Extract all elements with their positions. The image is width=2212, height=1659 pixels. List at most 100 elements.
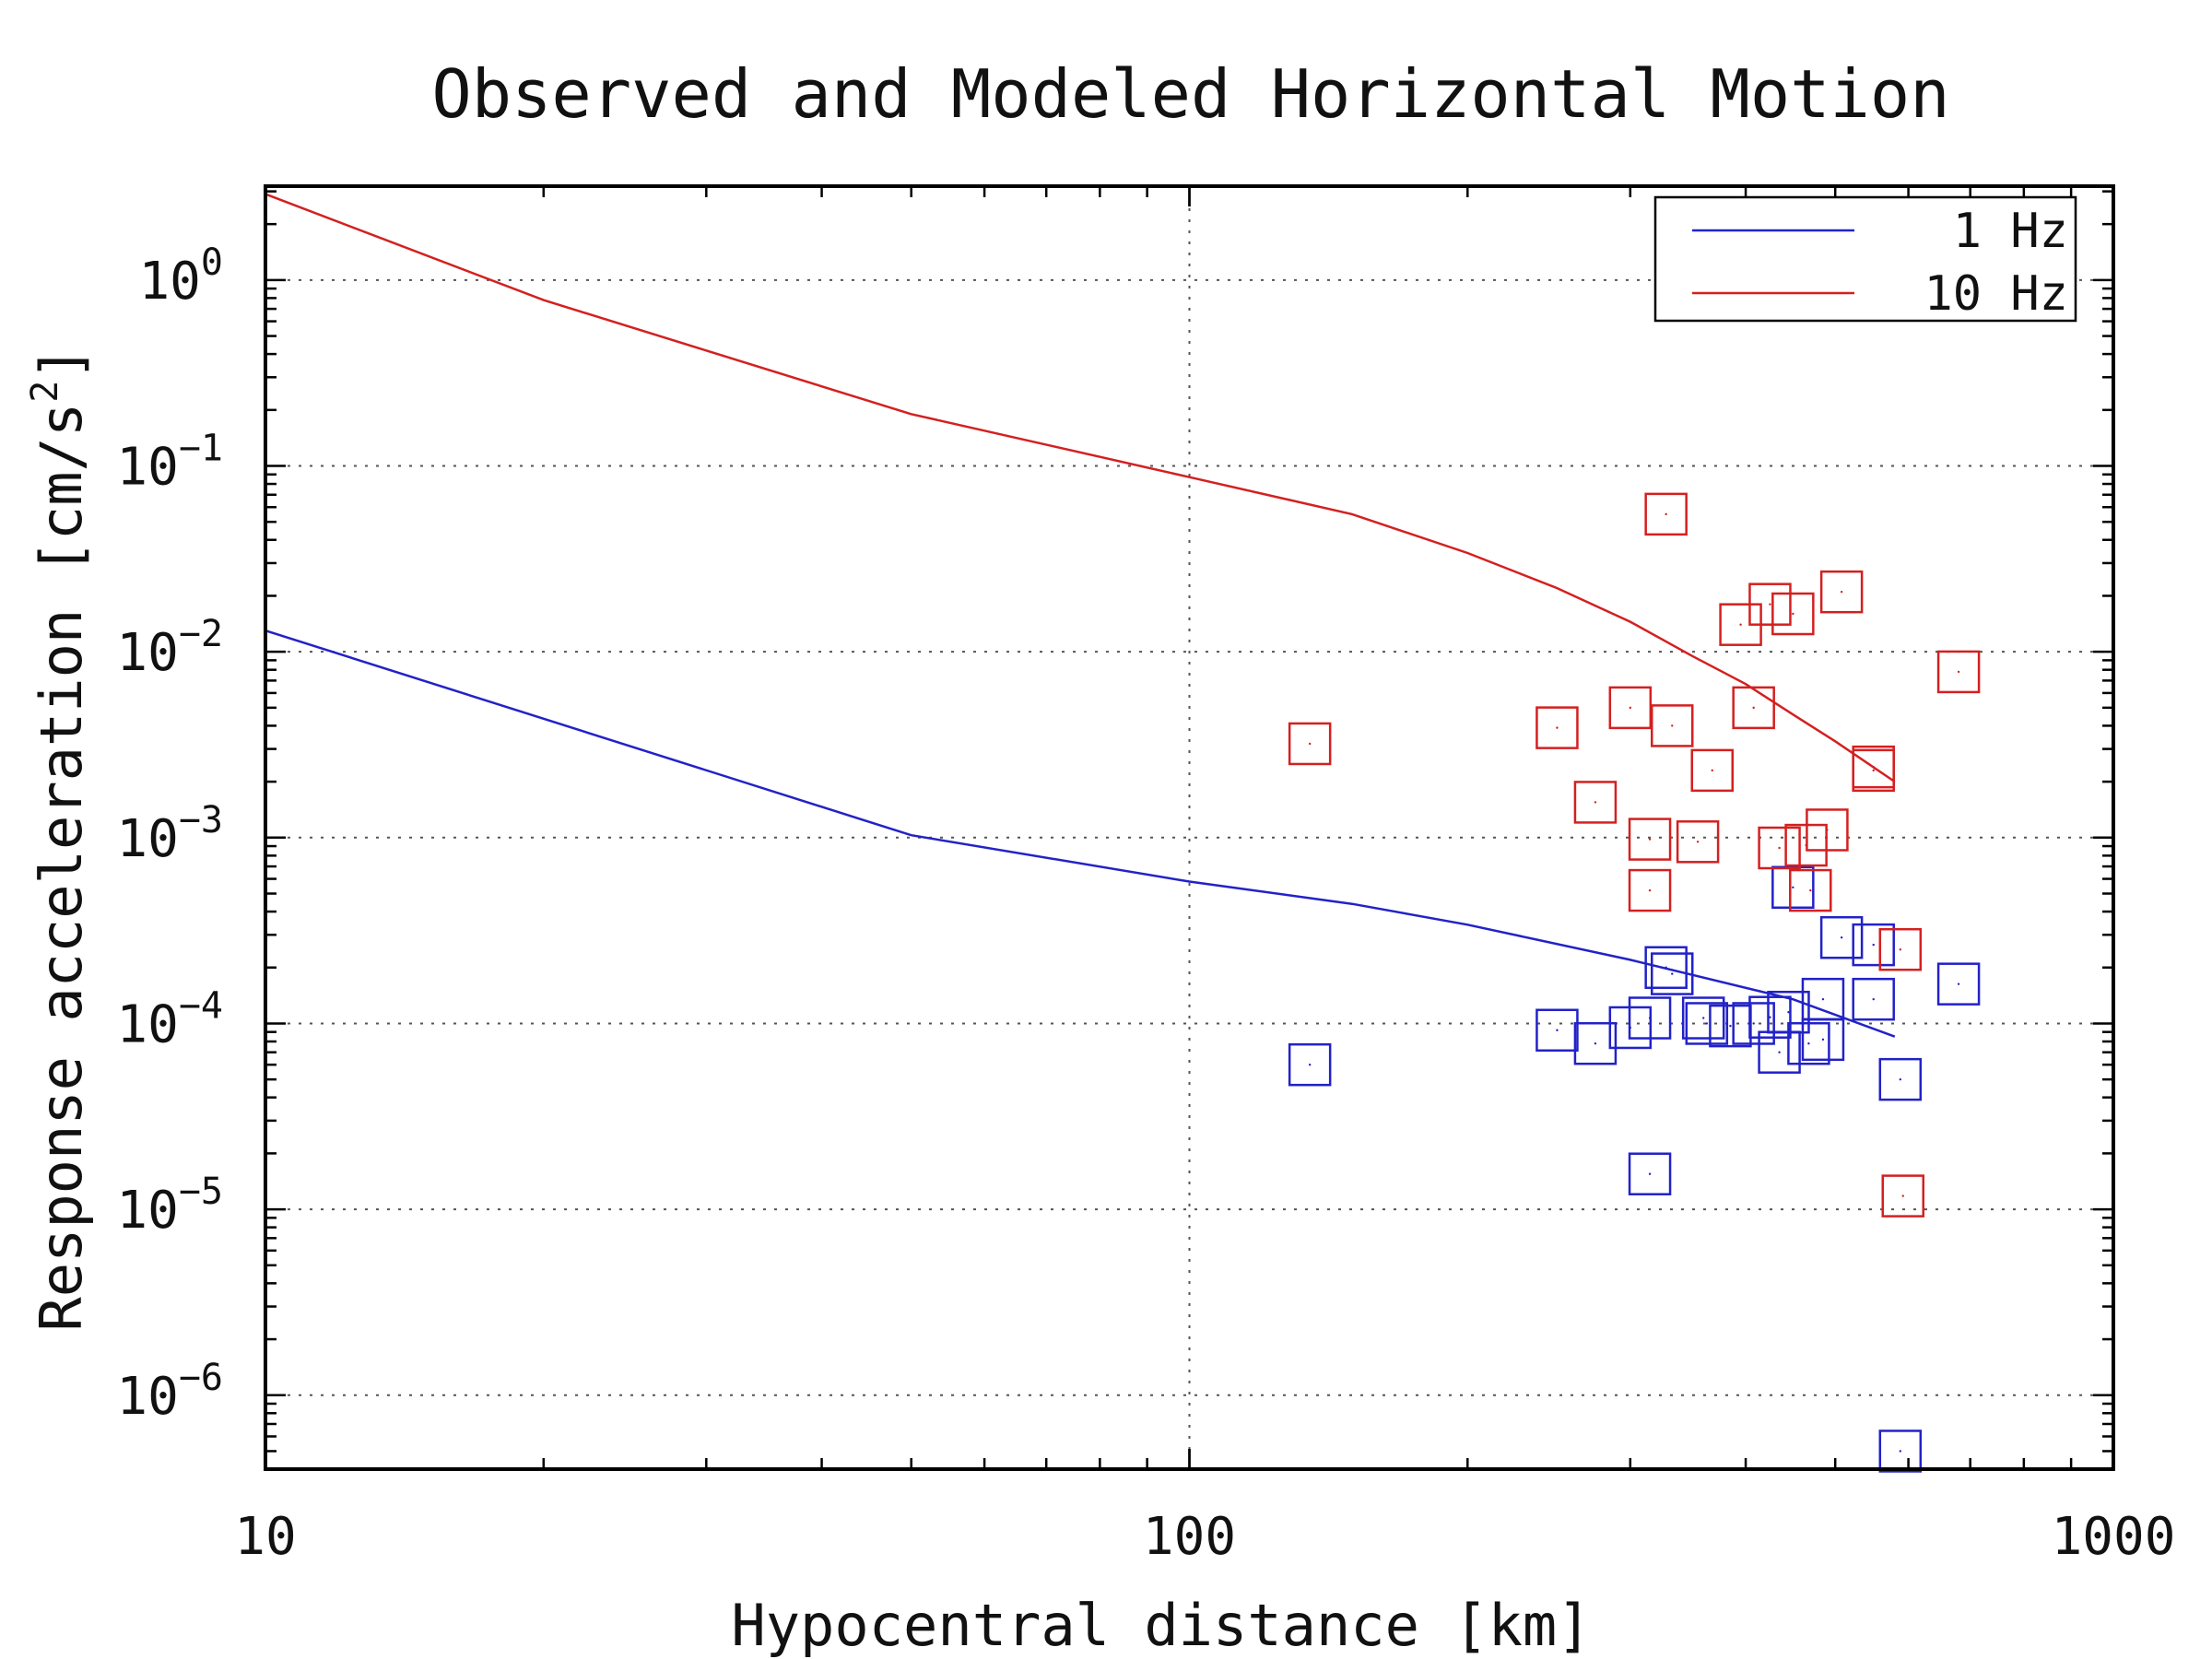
- observed-point-1-hz: [1957, 982, 1960, 985]
- observed-marker-1-hz: [1801, 977, 1845, 1021]
- y-tick-base: 10: [116, 438, 178, 498]
- legend-label-1-hz: 1 Hz: [1953, 204, 2068, 259]
- observed-point-1-hz: [1769, 1016, 1771, 1018]
- legend-box: [1653, 195, 2077, 323]
- y-tick-base: 10: [138, 252, 200, 312]
- observed-marker-10-hz: [1535, 706, 1579, 749]
- observed-marker-1-hz: [1748, 995, 1792, 1039]
- observed-point-10-hz: [1872, 765, 1875, 769]
- observed-marker-10-hz: [1608, 686, 1653, 730]
- observed-point-1-hz: [1308, 1063, 1312, 1066]
- y-tick-exponent: 0: [201, 241, 223, 284]
- observed-marker-10-hz: [1819, 570, 1864, 614]
- observed-marker-1-hz: [1878, 1430, 1923, 1473]
- observed-point-1-hz: [1792, 886, 1794, 888]
- observed-marker-1-hz: [1651, 952, 1694, 995]
- observed-marker-10-hz: [1881, 1174, 1925, 1218]
- y-tick-exponent: −4: [179, 984, 223, 1027]
- model-line-10-hz: [265, 193, 1896, 783]
- series-lines: [265, 193, 1896, 1038]
- observed-marker-1-hz: [1819, 915, 1864, 959]
- y-axis-label: Response acceleration [cm/s2]: [24, 346, 95, 1331]
- observed-point-1-hz: [1821, 1038, 1825, 1041]
- x-tick-label: 1000: [2052, 1507, 2176, 1567]
- observation-markers: [1288, 492, 1981, 1473]
- y-tick-label: 10−2: [116, 613, 223, 683]
- observed-marker-1-hz: [1288, 1042, 1332, 1087]
- observed-point-1-hz: [1840, 936, 1843, 939]
- y-tick-label: 10−4: [116, 984, 223, 1054]
- observed-marker-10-hz: [1936, 650, 1981, 694]
- observed-marker-1-hz: [1644, 946, 1688, 990]
- observed-marker-10-hz: [1789, 868, 1832, 912]
- observed-marker-10-hz: [1878, 927, 1923, 971]
- x-axis-label: Hypocentral distance [km]: [731, 1592, 1591, 1659]
- legend-label-10-hz: 10 Hz: [1924, 266, 2068, 322]
- y-tick-base: 10: [116, 1181, 178, 1241]
- observed-marker-1-hz: [1535, 1008, 1579, 1053]
- observed-point-10-hz: [1752, 706, 1755, 710]
- observed-marker-1-hz: [1852, 977, 1895, 1021]
- observed-point-10-hz: [1648, 838, 1652, 841]
- observed-point-1-hz: [1778, 1051, 1781, 1053]
- observed-point-10-hz: [1901, 1194, 1904, 1197]
- observed-point-10-hz: [1308, 742, 1312, 746]
- y-tick-label: 10−5: [116, 1171, 223, 1241]
- x-tick-label: 10: [234, 1507, 296, 1567]
- observed-point-10-hz: [1899, 948, 1902, 951]
- observed-point-1-hz: [1705, 1022, 1709, 1025]
- y-tick-label: 10−6: [116, 1357, 223, 1427]
- y-tick-exponent: −2: [179, 613, 223, 655]
- observed-point-1-hz: [1872, 997, 1875, 1001]
- observed-point-1-hz: [1701, 1017, 1705, 1019]
- observed-point-10-hz: [1648, 888, 1652, 892]
- observed-marker-1-hz: [1852, 923, 1895, 967]
- y-tick-label: 10−1: [116, 428, 223, 498]
- observed-marker-10-hz: [1690, 748, 1735, 793]
- observed-point-1-hz: [1899, 1077, 1902, 1081]
- observed-marker-10-hz: [1732, 686, 1775, 730]
- observed-point-1-hz: [1671, 972, 1674, 975]
- observed-marker-1-hz: [1936, 962, 1981, 1006]
- y-axis-label-end: ]: [28, 346, 95, 380]
- y-tick-exponent: −3: [179, 799, 223, 841]
- observed-marker-10-hz: [1628, 868, 1672, 912]
- observed-marker-1-hz: [1573, 1021, 1618, 1065]
- observed-marker-10-hz: [1288, 722, 1332, 766]
- observed-point-1-hz: [1752, 1022, 1755, 1025]
- y-tick-base: 10: [116, 809, 178, 869]
- observed-marker-1-hz: [1878, 1057, 1923, 1101]
- observed-point-1-hz: [1821, 997, 1825, 1001]
- observed-marker-10-hz: [1748, 582, 1792, 626]
- y-tick-label: 100: [138, 241, 223, 312]
- model-line-1-hz: [265, 629, 1896, 1038]
- observed-point-1-hz: [1899, 1450, 1902, 1453]
- observed-point-10-hz: [1556, 726, 1559, 729]
- observed-point-10-hz: [1872, 769, 1875, 772]
- observed-point-10-hz: [1739, 623, 1742, 626]
- observed-point-10-hz: [1711, 769, 1713, 772]
- observed-marker-10-hz: [1771, 592, 1815, 636]
- observed-point-10-hz: [1957, 670, 1960, 674]
- y-tick-exponent: −6: [179, 1357, 223, 1399]
- observed-point-10-hz: [1671, 724, 1674, 727]
- observed-point-1-hz: [1556, 1029, 1559, 1031]
- observed-point-10-hz: [1778, 846, 1781, 850]
- observed-point-10-hz: [1792, 612, 1794, 616]
- observed-point-1-hz: [1648, 1017, 1652, 1019]
- observed-marker-1-hz: [1685, 1002, 1729, 1045]
- y-axis-label-exponent: 2: [24, 381, 66, 403]
- observed-point-1-hz: [1648, 1172, 1652, 1175]
- observed-marker-10-hz: [1806, 808, 1849, 852]
- observed-point-10-hz: [1769, 603, 1771, 606]
- observed-marker-10-hz: [1573, 781, 1618, 824]
- observed-point-10-hz: [1809, 888, 1812, 892]
- observed-point-10-hz: [1826, 829, 1829, 831]
- observed-point-10-hz: [1665, 512, 1667, 516]
- observed-marker-10-hz: [1644, 492, 1688, 536]
- x-tick-label: 100: [1143, 1507, 1236, 1567]
- observed-marker-1-hz: [1732, 1002, 1775, 1045]
- observed-point-1-hz: [1594, 1042, 1597, 1045]
